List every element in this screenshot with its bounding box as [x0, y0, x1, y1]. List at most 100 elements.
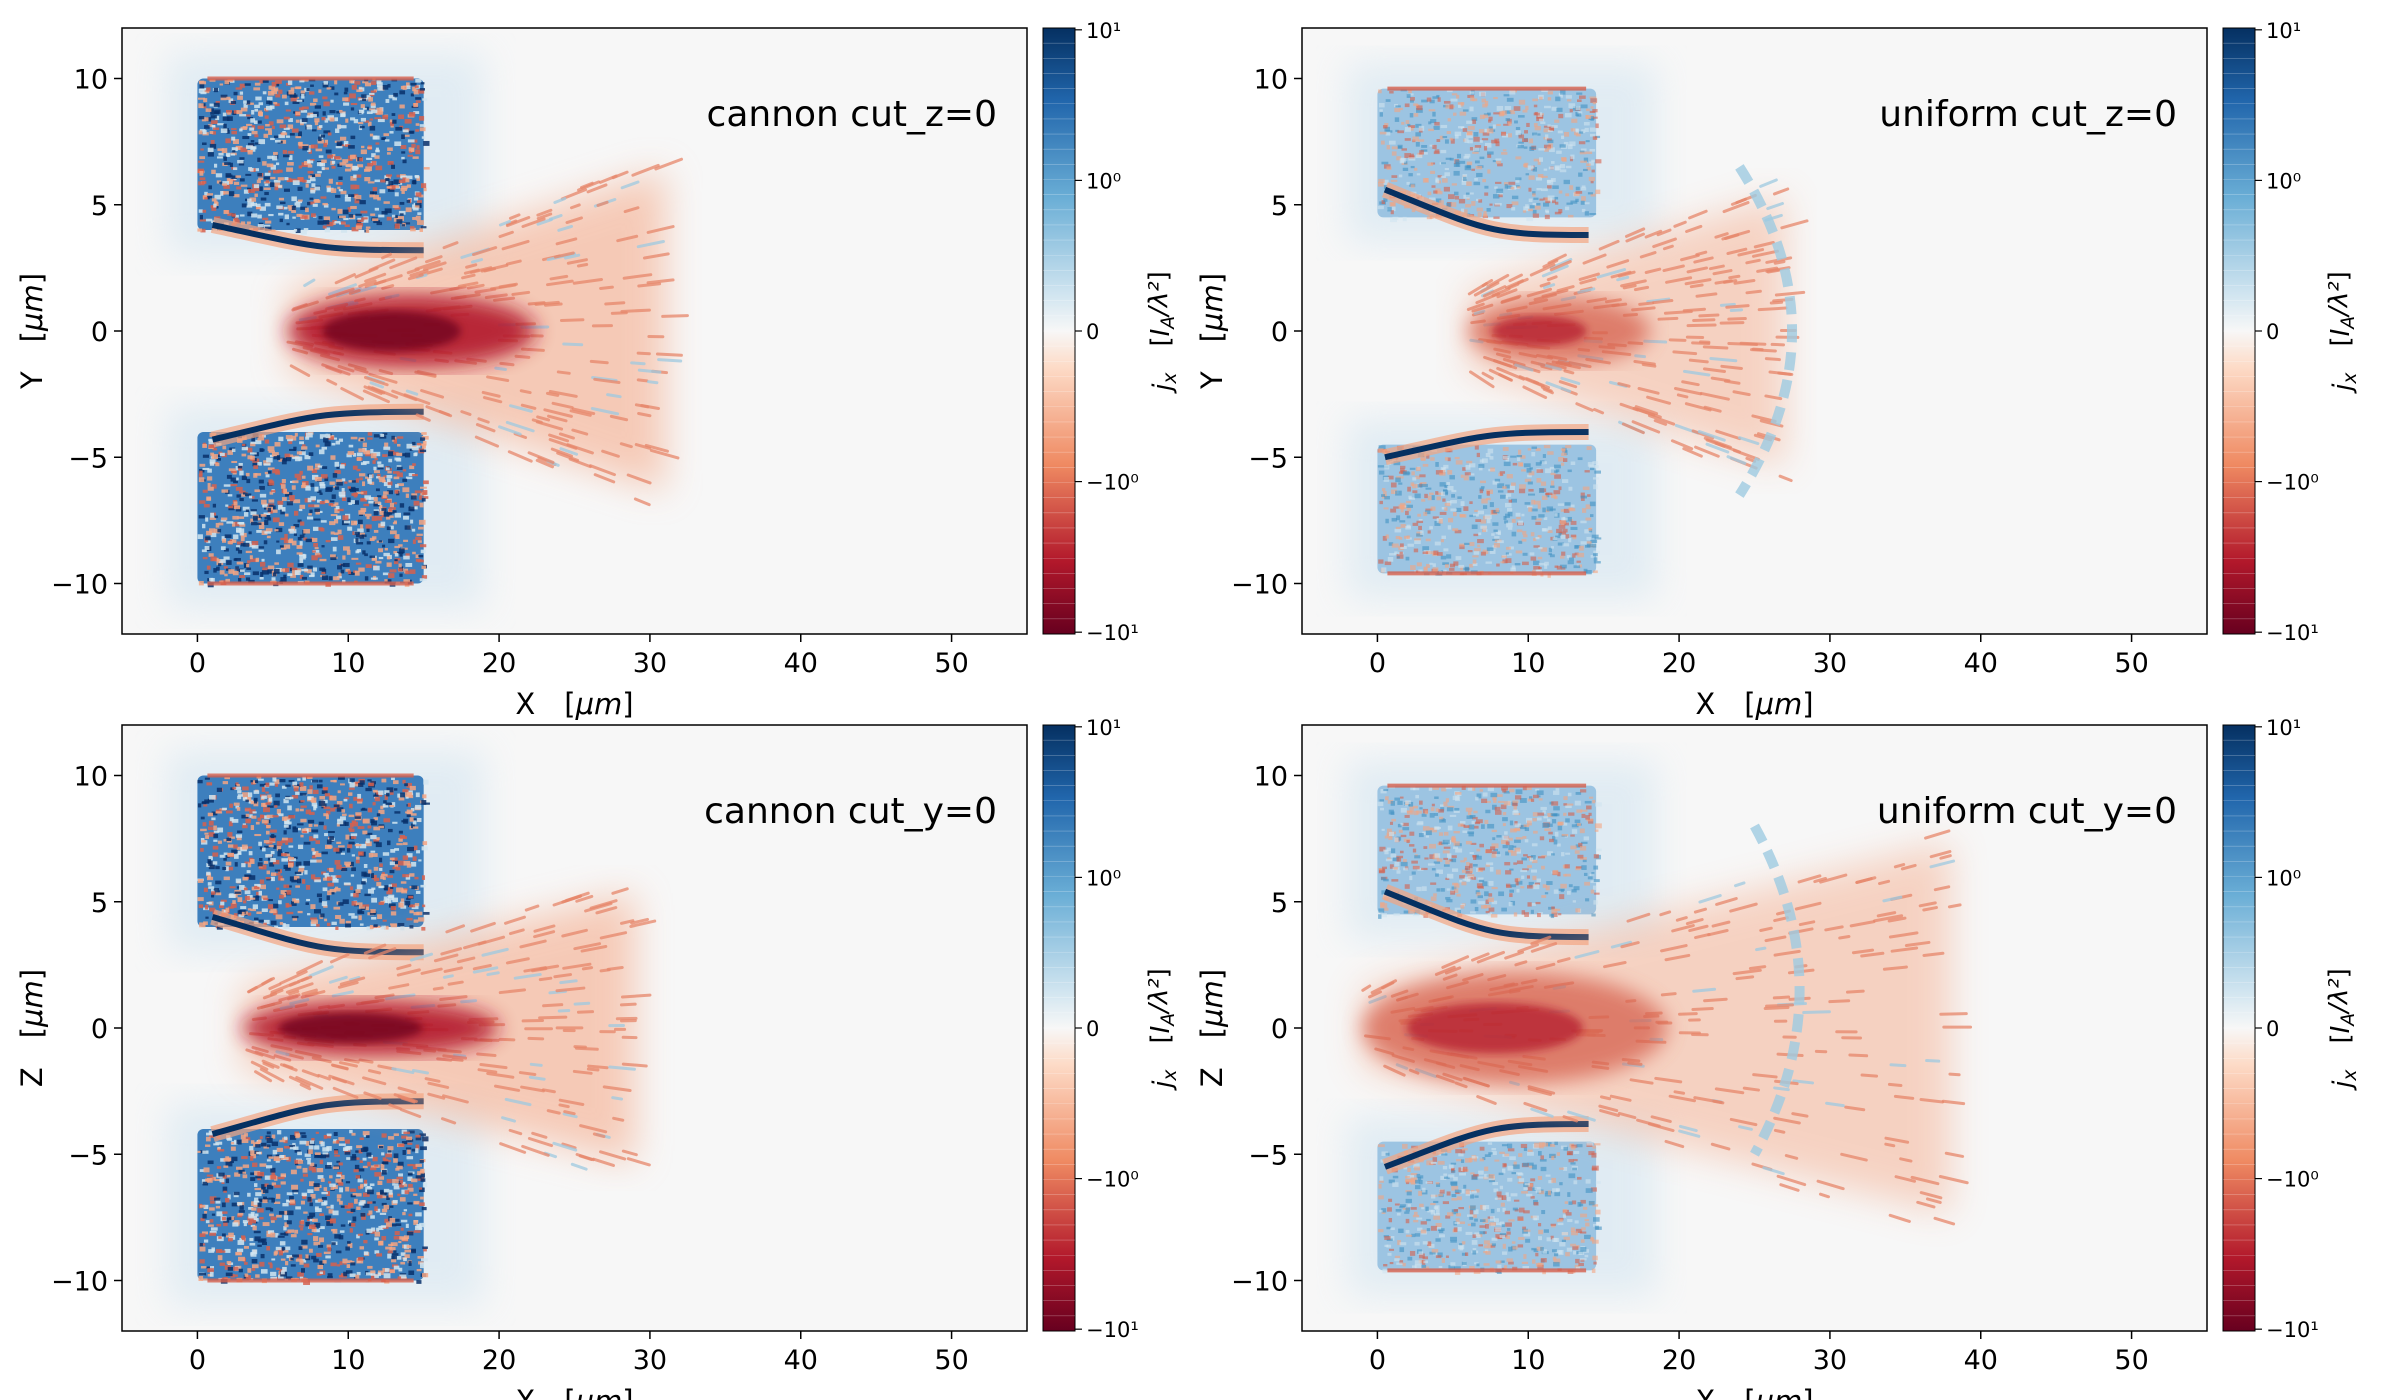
panel-title: cannon cut_y=0: [704, 791, 997, 832]
jet-peak: [322, 310, 461, 352]
x-tick-label: 50: [934, 648, 968, 679]
plot-area: [1302, 725, 2207, 1331]
plot-area: [1302, 28, 2207, 634]
colorbar-tick-label: −10⁰: [2266, 471, 2319, 495]
x-tick-label: 20: [1662, 1345, 1696, 1376]
panel-title: uniform cut_z=0: [1879, 94, 2177, 135]
y-tick-label: 0: [1271, 1014, 1288, 1045]
y-tick-label: −5: [68, 443, 108, 474]
colorbar-tick-label: 10¹: [1086, 19, 1121, 43]
x-tick-label: 0: [1369, 648, 1386, 679]
speckle-texture: [197, 1129, 429, 1285]
colorbar-tick-label: −10⁰: [1086, 1168, 1139, 1192]
y-tick-label: −10: [51, 570, 108, 601]
colorbar-bands: [1043, 42, 1075, 620]
colorbar: [1042, 27, 1076, 635]
speckle-texture: [1377, 785, 1602, 919]
colorbar-tick-label: 10¹: [1086, 716, 1121, 740]
y-tick-label: −10: [51, 1267, 108, 1298]
colorbar-tick-label: −10¹: [2266, 1318, 2319, 1342]
jet-peak: [1406, 1002, 1583, 1054]
speckle-texture: [1377, 88, 1602, 223]
y-axis-label: Z [μm]: [1195, 969, 1229, 1087]
y-tick-label: −10: [1231, 1267, 1288, 1298]
x-tick-label: 10: [1511, 648, 1545, 679]
colorbar-bands: [2223, 42, 2255, 620]
arc-front: [1750, 823, 1805, 1157]
colorbar: [2222, 724, 2256, 1332]
x-tick-label: 10: [1511, 1345, 1545, 1376]
y-tick-label: 0: [91, 317, 108, 348]
x-tick-label: 50: [934, 1345, 968, 1376]
x-tick-label: 20: [482, 1345, 516, 1376]
colorbar-bands: [1043, 739, 1075, 1317]
y-tick-label: 10: [74, 65, 108, 96]
jet-peak: [1491, 315, 1587, 347]
arc-front: [1735, 164, 1798, 498]
panel-title: cannon cut_z=0: [707, 94, 997, 135]
colorbar-tick-label: 0: [2266, 320, 2279, 344]
colorbar-tick-label: 10¹: [2266, 19, 2301, 43]
colorbar-tick-label: 0: [1086, 1017, 1099, 1041]
heatmap-panel: 0 10 20 30 40 50 −10 −5 0 5 10 X [μm] Z [μm] uniform …: [1195, 716, 2361, 1400]
y-tick-label: 5: [1271, 888, 1288, 919]
colorbar-tick-label: −10¹: [1086, 621, 1139, 645]
edge-current: [1383, 186, 1589, 239]
colorbar-tick-label: −10¹: [1086, 1318, 1139, 1342]
edge-current: [211, 408, 424, 443]
colorbar-tick-label: −10⁰: [1086, 471, 1139, 495]
x-tick-label: 10: [331, 648, 365, 679]
heatmap-panel: 0 10 20 30 40 50 −10 −5 0 5 10 X [μm] Y [μm] cannon c…: [15, 19, 1181, 721]
y-tick-label: 5: [91, 888, 108, 919]
y-tick-label: −10: [1231, 570, 1288, 601]
y-tick-label: −5: [1248, 1140, 1288, 1171]
colorbar-bands: [2223, 739, 2255, 1317]
colorbar-label: jx [IA/λ²]: [2324, 968, 2361, 1091]
x-tick-label: 30: [1813, 1345, 1847, 1376]
y-tick-label: −5: [68, 1140, 108, 1171]
y-axis-label: Y [μm]: [15, 273, 49, 390]
edge-current: [211, 222, 424, 254]
y-tick-label: 10: [74, 762, 108, 793]
edge-current: [1383, 888, 1589, 941]
y-tick-label: 0: [1271, 317, 1288, 348]
x-tick-label: 50: [2114, 648, 2148, 679]
y-tick-label: −5: [1248, 443, 1288, 474]
y-axis-label: Z [μm]: [15, 969, 49, 1087]
x-axis-label: X [μm]: [1695, 687, 1813, 721]
jet-peak: [278, 1012, 423, 1044]
speckle-texture: [197, 775, 430, 931]
positive-block: [1377, 444, 1597, 574]
colorbar-tick-label: −10⁰: [2266, 1168, 2319, 1192]
x-tick-label: 20: [1662, 648, 1696, 679]
speckle-texture: [1377, 1141, 1602, 1275]
colorbar-label: jx [IA/λ²]: [1144, 968, 1181, 1091]
x-tick-label: 40: [784, 1345, 818, 1376]
x-tick-label: 50: [2114, 1345, 2148, 1376]
x-tick-label: 30: [633, 1345, 667, 1376]
colorbar-tick-label: 10⁰: [1086, 866, 1121, 890]
y-axis-label: Y [μm]: [1195, 273, 1229, 390]
colorbar-tick-label: 10¹: [2266, 716, 2301, 740]
colorbar-label: jx [IA/λ²]: [1144, 271, 1181, 394]
speckle-texture: [197, 78, 430, 235]
x-tick-label: 0: [1369, 1345, 1386, 1376]
x-tick-label: 10: [331, 1345, 365, 1376]
heatmap-panel: 0 10 20 30 40 50 −10 −5 0 5 10 X [μm] Z [μm] cannon c…: [15, 716, 1181, 1400]
x-tick-label: 0: [189, 648, 206, 679]
x-tick-label: 40: [1964, 1345, 1998, 1376]
x-axis-label: X [μm]: [515, 1384, 633, 1400]
edge-current: [1384, 429, 1589, 461]
x-tick-label: 0: [189, 1345, 206, 1376]
x-axis-label: X [μm]: [515, 687, 633, 721]
colorbar-tick-label: −10¹: [2266, 621, 2319, 645]
panel-title: uniform cut_y=0: [1877, 791, 2177, 832]
y-tick-label: 5: [1271, 191, 1288, 222]
x-tick-label: 30: [633, 648, 667, 679]
colorbar-label: jx [IA/λ²]: [2324, 271, 2361, 394]
colorbar-tick-label: 10⁰: [2266, 866, 2301, 890]
x-tick-label: 20: [482, 648, 516, 679]
colorbar-tick-label: 0: [1086, 320, 1099, 344]
y-tick-label: 5: [91, 191, 108, 222]
